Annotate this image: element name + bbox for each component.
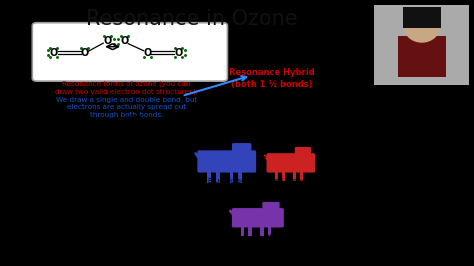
- Text: We draw a single and double bond, but: We draw a single and double bond, but: [56, 97, 197, 103]
- Text: O: O: [290, 49, 298, 59]
- Text: O: O: [50, 48, 58, 57]
- FancyBboxPatch shape: [260, 226, 264, 236]
- Text: electrons are actually spread out: electrons are actually spread out: [67, 104, 186, 110]
- Circle shape: [405, 13, 439, 42]
- Text: Red donkey: Red donkey: [271, 178, 311, 184]
- Text: •: •: [28, 115, 35, 128]
- Text: O: O: [103, 36, 111, 46]
- FancyBboxPatch shape: [293, 171, 296, 181]
- Polygon shape: [235, 143, 245, 152]
- FancyBboxPatch shape: [374, 5, 469, 85]
- Text: Blue horse: Blue horse: [208, 178, 246, 184]
- FancyBboxPatch shape: [32, 23, 228, 81]
- Text: draw two valid electron dot structures).: draw two valid electron dot structures).: [55, 89, 198, 95]
- Text: O: O: [120, 36, 129, 46]
- Text: through both bonds.: through both bonds.: [90, 112, 163, 118]
- FancyBboxPatch shape: [275, 171, 278, 181]
- Polygon shape: [264, 202, 273, 209]
- Polygon shape: [297, 147, 305, 155]
- FancyBboxPatch shape: [282, 171, 285, 181]
- FancyBboxPatch shape: [232, 143, 251, 159]
- Text: O: O: [143, 48, 151, 57]
- FancyBboxPatch shape: [232, 208, 284, 227]
- FancyBboxPatch shape: [266, 153, 315, 173]
- Text: O: O: [268, 34, 276, 44]
- FancyBboxPatch shape: [208, 171, 211, 183]
- FancyBboxPatch shape: [398, 36, 446, 77]
- Text: Resonance in Ozone: Resonance in Ozone: [86, 9, 298, 29]
- FancyBboxPatch shape: [229, 171, 233, 183]
- FancyBboxPatch shape: [300, 171, 303, 181]
- FancyBboxPatch shape: [238, 171, 242, 183]
- FancyBboxPatch shape: [295, 147, 311, 161]
- Text: Resonance Hybrid
(both 1 ½ bonds): Resonance Hybrid (both 1 ½ bonds): [229, 68, 315, 89]
- Text: Resonance forms of ozone (you can: Resonance forms of ozone (you can: [62, 81, 191, 87]
- Text: Resonance forms are NOT
individual structures; the
molecule exists as a BLEND of: Resonance forms are NOT individual struc…: [38, 115, 171, 201]
- FancyBboxPatch shape: [248, 226, 252, 236]
- FancyBboxPatch shape: [268, 226, 271, 236]
- Text: O: O: [81, 48, 89, 57]
- FancyBboxPatch shape: [241, 226, 244, 236]
- Text: =: =: [226, 37, 241, 55]
- FancyBboxPatch shape: [197, 150, 256, 173]
- FancyBboxPatch shape: [262, 202, 280, 215]
- FancyBboxPatch shape: [216, 171, 219, 183]
- Text: O: O: [174, 48, 182, 57]
- FancyBboxPatch shape: [403, 7, 441, 28]
- Text: O: O: [245, 49, 254, 59]
- Text: A Purple Mule,
Not a Blue Horse
and a Red Donkey: A Purple Mule, Not a Blue Horse and a Re…: [219, 234, 297, 266]
